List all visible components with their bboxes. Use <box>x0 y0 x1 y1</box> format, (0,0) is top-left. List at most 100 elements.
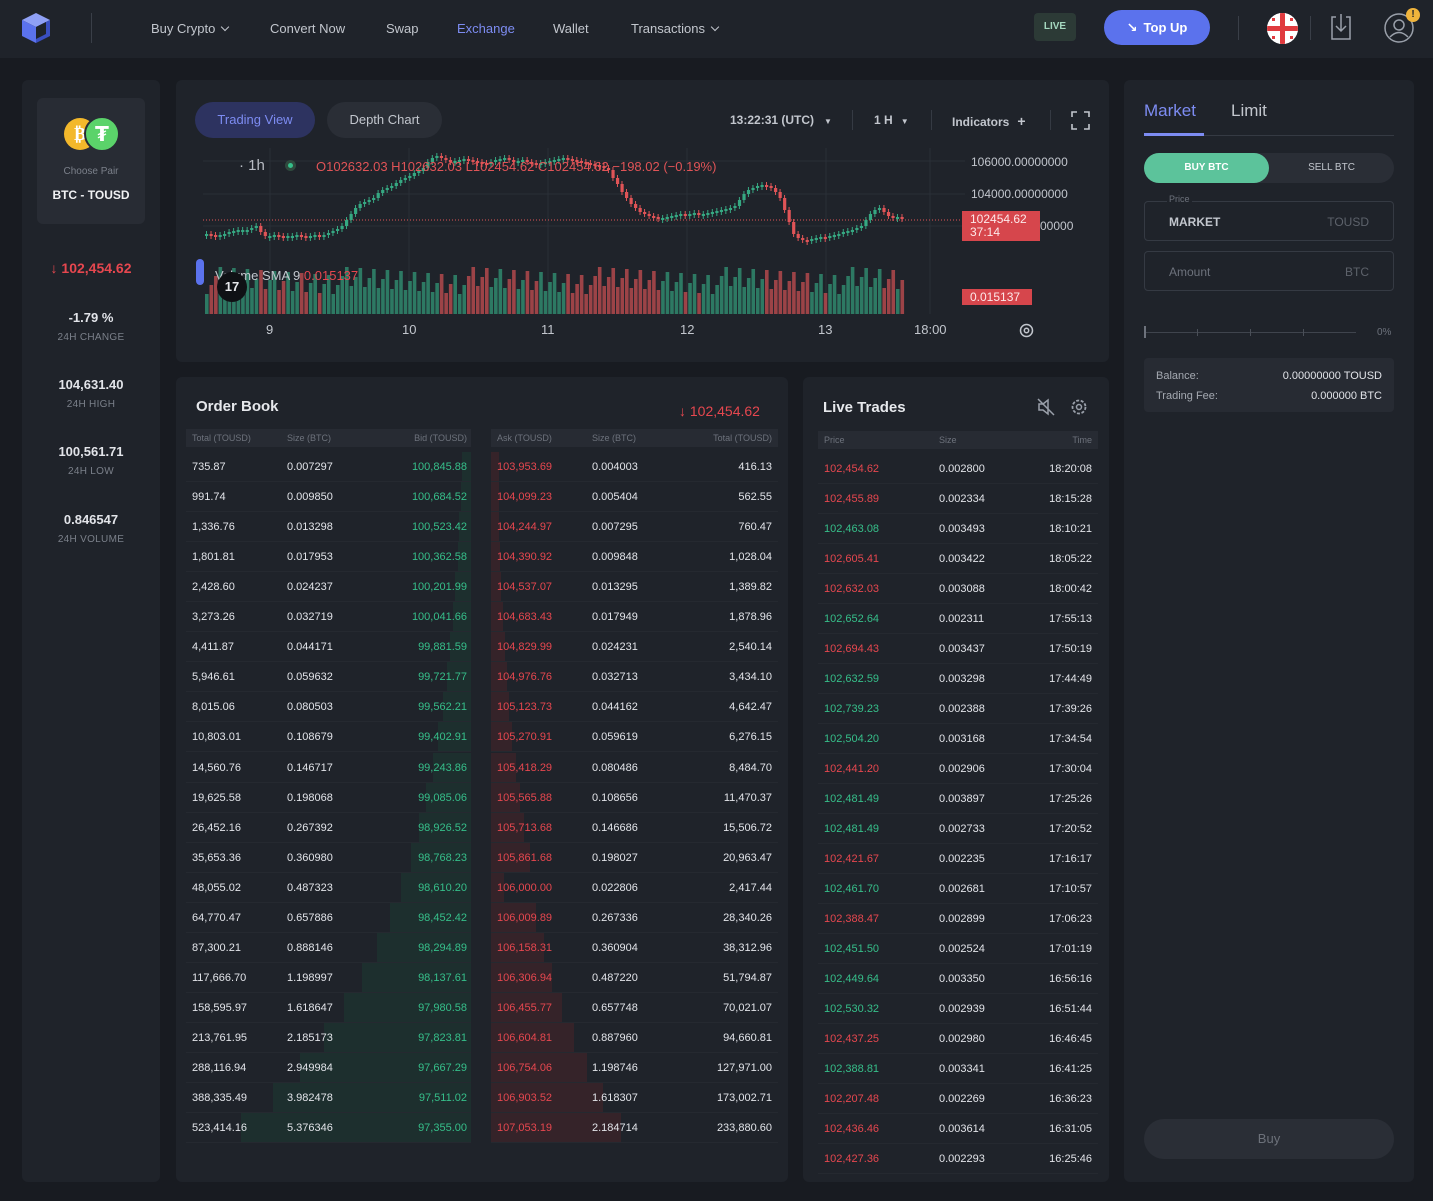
nav-exchange[interactable]: Exchange <box>457 21 515 36</box>
volume-bar <box>457 294 462 314</box>
top-up-button[interactable]: ↘ Top Up <box>1104 10 1210 45</box>
ask-row[interactable]: 105,418.29 0.080486 8,484.70 <box>491 752 778 783</box>
ask-row[interactable]: 104,976.76 0.032713 3,434.10 <box>491 662 778 693</box>
ask-size: 0.044162 <box>592 701 638 714</box>
ask-row[interactable]: 106,158.31 0.360904 38,312.96 <box>491 932 778 963</box>
bid-row[interactable]: 735.87 0.007297 100,845.88 <box>186 452 471 482</box>
bid-row[interactable]: 2,428.60 0.024237 100,201.99 <box>186 572 471 603</box>
ask-row[interactable]: 106,009.89 0.267336 28,340.26 <box>491 902 778 933</box>
slider-tick <box>1303 329 1304 336</box>
chart-time-select[interactable]: 13:22:31 (UTC) ▼ <box>730 113 832 127</box>
bid-row[interactable]: 1,801.81 0.017953 100,362.58 <box>186 542 471 573</box>
candle-body <box>873 210 877 214</box>
volume-bar <box>313 274 317 314</box>
buy-submit-button[interactable]: Buy <box>1144 1119 1394 1159</box>
trades-settings-icon[interactable] <box>1069 397 1089 417</box>
bid-row[interactable]: 14,560.76 0.146717 99,243.86 <box>186 752 471 783</box>
bid-row[interactable]: 523,414.16 5.376346 97,355.00 <box>186 1113 471 1144</box>
ask-total: 20,963.47 <box>723 851 772 864</box>
volume-bar <box>557 292 561 314</box>
volume-bar <box>354 277 358 314</box>
bar-countdown: 37:14 <box>970 225 1001 239</box>
ask-row[interactable]: 105,713.68 0.146686 15,506.72 <box>491 812 778 843</box>
price-field[interactable]: Price MARKET TOUSD <box>1144 194 1394 241</box>
ask-price: 105,123.73 <box>497 701 553 714</box>
bid-row[interactable]: 4,411.87 0.044171 99,881.59 <box>186 632 471 663</box>
buy-btc-toggle[interactable]: BUY BTC <box>1144 153 1269 183</box>
ask-size: 0.004003 <box>592 461 638 473</box>
ask-row[interactable]: 104,537.07 0.013295 1,389.82 <box>491 572 778 603</box>
ask-row[interactable]: 106,306.94 0.487220 51,794.87 <box>491 962 778 993</box>
ask-row[interactable]: 104,244.97 0.007295 760.47 <box>491 512 778 543</box>
nav-swap[interactable]: Swap <box>386 21 419 36</box>
bid-row[interactable]: 5,946.61 0.059632 99,721.77 <box>186 662 471 693</box>
bid-row[interactable]: 48,055.02 0.487323 98,610.20 <box>186 872 471 903</box>
ask-row[interactable]: 105,270.91 0.059619 6,276.15 <box>491 722 778 753</box>
bid-total: 523,414.16 <box>192 1122 248 1135</box>
indicators-button[interactable]: Indicators + <box>952 113 1026 129</box>
app-logo-icon[interactable] <box>20 12 52 44</box>
download-icon[interactable] <box>1330 13 1352 41</box>
candle-body <box>214 235 218 237</box>
bid-row[interactable]: 213,761.95 2.185173 97,823.81 <box>186 1022 471 1053</box>
ask-row[interactable]: 107,053.19 2.184714 233,880.60 <box>491 1113 778 1144</box>
ask-total: 28,340.26 <box>723 911 772 924</box>
ask-depth-bar <box>491 902 537 932</box>
amount-slider-thumb[interactable] <box>1144 326 1146 338</box>
user-profile-icon[interactable] <box>1384 13 1414 43</box>
ask-row[interactable]: 104,683.43 0.017949 1,878.96 <box>491 602 778 633</box>
bid-row[interactable]: 87,300.21 0.888146 98,294.89 <box>186 932 471 963</box>
sell-btc-toggle[interactable]: SELL BTC <box>1308 162 1355 173</box>
ask-row[interactable]: 104,390.92 0.009848 1,028.04 <box>491 542 778 573</box>
bid-row[interactable]: 19,625.58 0.198068 99,085.06 <box>186 782 471 813</box>
candle-body <box>846 231 850 233</box>
bid-row[interactable]: 388,335.49 3.982478 97,511.02 <box>186 1083 471 1114</box>
bid-row[interactable]: 1,336.76 0.013298 100,523.42 <box>186 512 471 543</box>
ask-row[interactable]: 106,754.06 1.198746 127,971.00 <box>491 1053 778 1083</box>
bid-row[interactable]: 64,770.47 0.657886 98,452.42 <box>186 902 471 933</box>
ask-row[interactable]: 106,903.52 1.618307 173,002.71 <box>491 1083 778 1114</box>
bid-row[interactable]: 158,595.97 1.618647 97,980.58 <box>186 992 471 1023</box>
bid-row[interactable]: 8,015.06 0.080503 99,562.21 <box>186 692 471 723</box>
ask-row[interactable]: 106,604.81 0.887960 94,660.81 <box>491 1022 778 1053</box>
bid-row[interactable]: 288,116.94 2.949984 97,667.29 <box>186 1053 471 1083</box>
amount-field[interactable]: Amount BTC <box>1144 251 1394 291</box>
ask-row[interactable]: 105,861.68 0.198027 20,963.47 <box>491 842 778 873</box>
bid-row[interactable]: 10,803.01 0.108679 99,402.91 <box>186 722 471 753</box>
bid-row[interactable]: 26,452.16 0.267392 98,926.52 <box>186 812 471 843</box>
tab-depth-chart[interactable]: Depth Chart <box>327 102 442 138</box>
nav-buy-crypto[interactable]: Buy Crypto <box>151 21 230 36</box>
ask-size: 0.146686 <box>592 821 638 834</box>
ask-row[interactable]: 105,565.88 0.108656 11,470.37 <box>491 782 778 813</box>
tab-market[interactable]: Market <box>1144 101 1196 120</box>
bid-row[interactable]: 117,666.70 1.198997 98,137.61 <box>186 962 471 993</box>
language-flag-icon[interactable] <box>1267 13 1298 44</box>
candle-body <box>832 235 836 237</box>
price-chart[interactable] <box>195 148 1095 348</box>
ask-size: 0.887960 <box>592 1031 638 1044</box>
ask-row[interactable]: 106,455.77 0.657748 70,021.07 <box>491 992 778 1023</box>
fullscreen-icon[interactable] <box>1071 111 1090 130</box>
volume-bar <box>792 272 796 314</box>
order-book-title: Order Book <box>196 398 279 415</box>
choose-pair-button[interactable]: ₿ ₮ Choose Pair BTC - TOUSD <box>37 98 145 224</box>
nav-transactions[interactable]: Transactions <box>631 21 720 36</box>
nav-convert-now[interactable]: Convert Now <box>270 21 346 36</box>
ask-row[interactable]: 105,123.73 0.044162 4,642.47 <box>491 692 778 723</box>
ask-row[interactable]: 103,953.69 0.004003 416.13 <box>491 452 778 482</box>
candle-body <box>457 160 462 162</box>
chart-settings-icon[interactable] <box>1018 322 1035 339</box>
bid-row[interactable]: 3,273.26 0.032719 100,041.66 <box>186 602 471 633</box>
interval-select[interactable]: 1 H ▼ <box>874 113 909 127</box>
collapse-legend-handle[interactable] <box>196 259 204 285</box>
trade-row: 102,449.64 0.003350 16:56:16 <box>818 964 1098 995</box>
mute-sound-icon[interactable] <box>1036 397 1056 417</box>
ask-row[interactable]: 104,099.23 0.005404 562.55 <box>491 482 778 513</box>
ask-row[interactable]: 104,829.99 0.024231 2,540.14 <box>491 632 778 663</box>
ask-row[interactable]: 106,000.00 0.022806 2,417.44 <box>491 872 778 903</box>
bid-row[interactable]: 991.74 0.009850 100,684.52 <box>186 482 471 513</box>
bid-row[interactable]: 35,653.36 0.360980 98,768.23 <box>186 842 471 873</box>
tab-limit[interactable]: Limit <box>1231 101 1267 120</box>
tab-trading-view[interactable]: Trading View <box>195 102 315 138</box>
nav-wallet[interactable]: Wallet <box>553 21 589 36</box>
